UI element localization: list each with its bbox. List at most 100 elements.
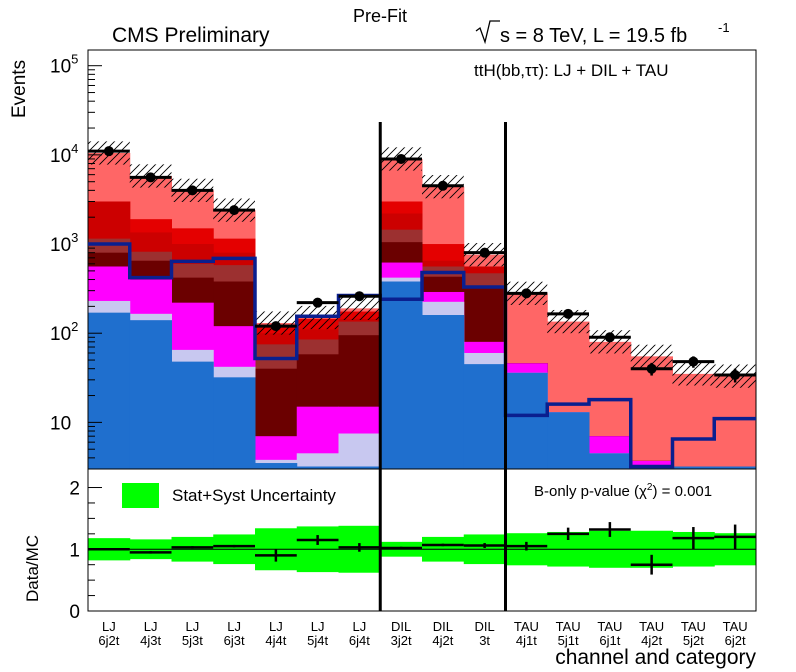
ratio-points (88, 522, 756, 575)
category-channel-label: LJ (186, 619, 200, 634)
data-point (563, 308, 574, 319)
pvalue-annotation: B-only p-value (χ2) = 0.001 (534, 482, 712, 500)
signal-overlay (88, 242, 756, 469)
stack-bar (547, 412, 590, 469)
stack-bar (422, 315, 465, 469)
pvalue-prefix: B-only p-value (χ (534, 483, 647, 500)
legend-label: Stat+Syst Uncertainty (172, 486, 336, 505)
ratio-panel: 0 1 2 Stat+Syst Uncertainty B-only p-value… (23, 468, 757, 623)
data-point (479, 247, 490, 258)
category-name-label: 5j1t (558, 633, 579, 648)
category-name-label: 5j2t (683, 633, 704, 648)
stack-bar (380, 281, 423, 469)
category-channel-label: DIL (433, 619, 453, 634)
category-name-label: 5j4t (307, 633, 328, 648)
category-name-label: 3j2t (391, 633, 412, 648)
stack-bar (255, 463, 298, 469)
category-channel-label: LJ (102, 619, 116, 634)
data-point (396, 153, 407, 164)
data-point (354, 291, 365, 302)
category-name-label: 4j2t (641, 633, 662, 648)
category-channel-label: LJ (269, 619, 283, 634)
category-channel-label: TAU (723, 619, 748, 634)
y-axis-label: Events (9, 60, 30, 118)
stack-bar (714, 466, 757, 469)
ratio-y-tick-label: 1 (69, 540, 80, 561)
ratio-y-tick-label: 0 (69, 602, 80, 623)
experiment-label: CMS Preliminary (112, 24, 270, 47)
lumi-text: s = 8 TeV, L = 19.5 fb (500, 25, 687, 47)
category-name-label: 4j2t (432, 633, 453, 648)
y-tick-label: 104 (50, 141, 78, 167)
legend-swatch (122, 483, 159, 508)
data-point (229, 205, 240, 216)
category-name-label: 6j1t (599, 633, 620, 648)
channel-dividers (378, 122, 507, 611)
stack-bar (338, 433, 381, 469)
stack-bar (505, 372, 548, 469)
y-tick-label: 10 (50, 413, 71, 434)
category-channel-label: TAU (514, 619, 539, 634)
ratio-frame (87, 468, 757, 612)
ratio-y-axis: 0 1 2 (69, 479, 102, 623)
y-tick-label: 105 (50, 52, 78, 78)
stack-bar (338, 466, 381, 469)
signal-step-line (88, 242, 756, 469)
stack-bar (714, 376, 757, 469)
stack-bar (213, 377, 256, 469)
pvalue-sup: 2 (647, 482, 653, 493)
category-name-label: 6j3t (224, 633, 245, 648)
stack-bar (88, 312, 131, 469)
plot-title: Pre-Fit (353, 6, 407, 26)
category-channel-label: LJ (144, 619, 158, 634)
data-point (521, 288, 532, 299)
category-name-label: 3t (479, 633, 490, 648)
stack-uncertainty-hatch (672, 362, 715, 386)
stack-bar (296, 453, 339, 469)
sqrt-symbol-icon (475, 20, 500, 45)
data-point (187, 185, 198, 196)
background-stack (88, 141, 757, 470)
svg-text:B-only p-value (χ2) = 0.001: B-only p-value (χ2) = 0.001 (534, 482, 712, 500)
stack-bar (296, 466, 339, 469)
category-name-label: 4j4t (265, 633, 286, 648)
data-point (312, 297, 323, 308)
category-name-label: 6j4t (349, 633, 370, 648)
category-labels: LJ6j2tLJ4j3tLJ5j3tLJ6j3tLJ4j4tLJ5j4tLJ6j… (98, 619, 747, 648)
ratio-legend: Stat+Syst Uncertainty (122, 483, 336, 508)
category-channel-label: TAU (597, 619, 622, 634)
x-axis-label: channel and category (555, 646, 756, 669)
y-tick-label: 102 (50, 319, 78, 345)
data-points (88, 146, 756, 383)
category-channel-label: LJ (227, 619, 241, 634)
category-channel-label: DIL (391, 619, 411, 634)
category-name-label: 4j1t (516, 633, 537, 648)
category-channel-label: DIL (475, 619, 495, 634)
category-channel-label: TAU (681, 619, 706, 634)
data-point (437, 180, 448, 191)
category-name-label: 6j2t (98, 633, 119, 648)
data-point (145, 172, 156, 183)
data-point (688, 356, 699, 367)
category-channel-label: LJ (311, 619, 325, 634)
lumi-label: s = 8 TeV, L = 19.5 fb -1 (475, 20, 730, 47)
stack-bar (672, 466, 715, 469)
upper-y-axis: 105 104 103 102 10 (50, 52, 102, 470)
category-channel-label: TAU (556, 619, 581, 634)
data-point (604, 332, 615, 343)
lumi-exponent: -1 (718, 20, 730, 35)
stack-uncertainty-hatch (630, 344, 673, 368)
stack-bar (589, 453, 632, 469)
category-name-label: 5j3t (182, 633, 203, 648)
y-tick-label: 103 (50, 230, 78, 256)
stack-bar (129, 320, 172, 469)
data-point (103, 146, 114, 157)
pvalue-suffix: ) = 0.001 (652, 483, 712, 500)
data-point (270, 321, 281, 332)
analysis-label: ttH(bb,ττ): LJ + DIL + TAU (474, 61, 669, 80)
stack-uncertainty-hatch (547, 309, 589, 334)
data-point (730, 369, 741, 380)
category-name-label: 4j3t (140, 633, 161, 648)
stack-bar (672, 373, 715, 469)
